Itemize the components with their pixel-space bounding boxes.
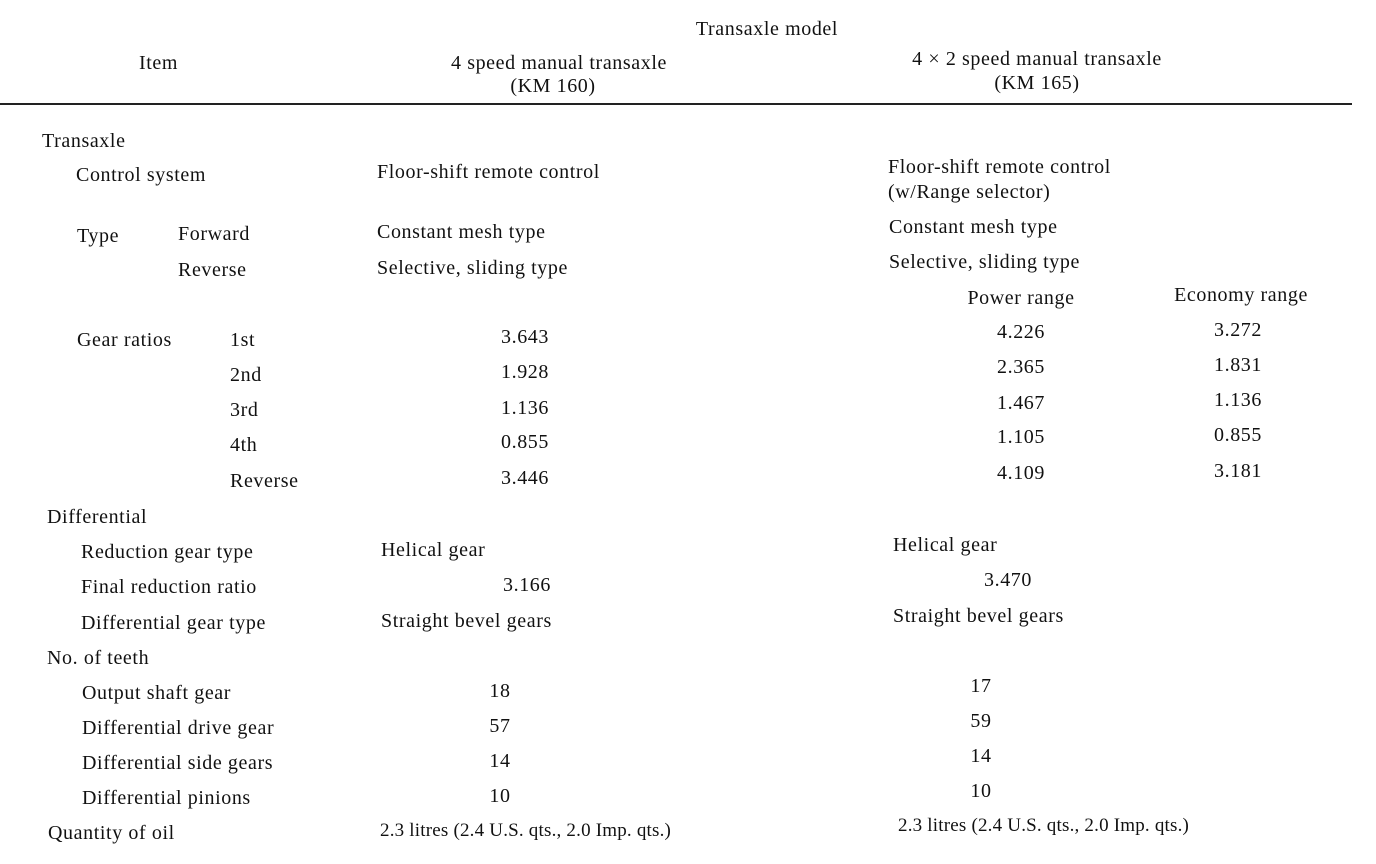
gear-name: 4th <box>230 434 258 456</box>
type-reverse-km160: Selective, sliding type <box>377 257 568 279</box>
teeth-row-label: Differential side gears <box>82 752 274 774</box>
gear-name: 2nd <box>230 364 262 386</box>
gear-ratio-economy: 1.136 <box>1214 389 1262 411</box>
teeth-row-km165: 10 <box>970 780 992 802</box>
gear-ratio-km160: 1.928 <box>501 361 549 383</box>
type-forward-km160: Constant mesh type <box>377 221 546 243</box>
reduction-gear-type-km160: Helical gear <box>381 539 486 561</box>
header-rule <box>0 103 1352 105</box>
gear-ratio-power: 4.109 <box>997 462 1045 484</box>
gear-ratio-power: 1.467 <box>997 392 1045 414</box>
teeth-row-label: Output shaft gear <box>82 682 232 704</box>
section-differential: Differential <box>47 506 148 528</box>
control-system-km160: Floor-shift remote control <box>377 161 600 183</box>
type-forward-label: Forward <box>178 223 250 245</box>
header-km165-line1: 4 × 2 speed manual transaxle <box>912 48 1162 70</box>
gear-ratio-km160: 0.855 <box>501 431 549 453</box>
gear-name: 3rd <box>230 399 259 421</box>
header-km160-line1: 4 speed manual transaxle <box>451 52 667 74</box>
control-system-km165-line2: (w/Range selector) <box>888 181 1051 203</box>
teeth-row-km165: 17 <box>970 675 992 697</box>
teeth-row-km165: 14 <box>970 745 992 767</box>
power-range-header: Power range <box>967 287 1075 309</box>
gear-ratio-economy: 1.831 <box>1214 354 1262 376</box>
gear-ratio-power: 4.226 <box>997 321 1045 343</box>
differential-gear-type-km160: Straight bevel gears <box>381 610 552 632</box>
control-system-label: Control system <box>76 164 207 186</box>
teeth-row-km160: 18 <box>489 680 511 702</box>
final-reduction-ratio-label: Final reduction ratio <box>81 576 257 598</box>
final-reduction-ratio-km165: 3.470 <box>984 569 1032 591</box>
header-km160-line2: (KM 160) <box>510 75 596 97</box>
quantity-of-oil-label: Quantity of oil <box>48 822 175 844</box>
differential-gear-type-km165: Straight bevel gears <box>893 605 1064 627</box>
reduction-gear-type-km165: Helical gear <box>893 534 998 556</box>
header-item: Item <box>139 52 179 74</box>
teeth-row-km165: 59 <box>970 710 992 732</box>
header-transaxle-model: Transaxle model <box>695 18 839 40</box>
gear-name: Reverse <box>230 470 299 492</box>
gear-ratio-economy: 0.855 <box>1214 424 1262 446</box>
section-no-of-teeth: No. of teeth <box>47 647 150 669</box>
economy-range-header: Economy range <box>1174 284 1308 306</box>
gear-ratios-label: Gear ratios <box>77 329 172 351</box>
gear-name: 1st <box>230 329 256 351</box>
teeth-row-km160: 10 <box>489 785 511 807</box>
reduction-gear-type-label: Reduction gear type <box>81 541 254 563</box>
gear-ratio-km160: 3.446 <box>501 467 549 489</box>
section-transaxle: Transaxle <box>42 130 126 152</box>
gear-ratio-power: 1.105 <box>997 426 1045 448</box>
quantity-of-oil-km160: 2.3 litres (2.4 U.S. qts., 2.0 Imp. qts.… <box>380 820 672 841</box>
control-system-km165-line1: Floor-shift remote control <box>888 156 1111 178</box>
type-forward-km165: Constant mesh type <box>889 216 1058 238</box>
gear-ratio-km160: 3.643 <box>501 326 549 348</box>
type-label: Type <box>77 225 120 247</box>
teeth-row-label: Differential drive gear <box>82 717 275 739</box>
type-reverse-km165: Selective, sliding type <box>889 251 1080 273</box>
gear-ratio-economy: 3.272 <box>1214 319 1262 341</box>
gear-ratio-power: 2.365 <box>997 356 1045 378</box>
differential-gear-type-label: Differential gear type <box>81 612 266 634</box>
gear-ratio-economy: 3.181 <box>1214 460 1262 482</box>
teeth-row-label: Differential pinions <box>82 787 251 809</box>
gear-ratio-km160: 1.136 <box>501 397 549 419</box>
teeth-row-km160: 14 <box>489 750 511 772</box>
quantity-of-oil-km165: 2.3 litres (2.4 U.S. qts., 2.0 Imp. qts.… <box>898 815 1190 836</box>
header-km165-line2: (KM 165) <box>994 72 1080 94</box>
teeth-row-km160: 57 <box>489 715 511 737</box>
type-reverse-label: Reverse <box>178 259 247 281</box>
final-reduction-ratio-km160: 3.166 <box>503 574 551 596</box>
